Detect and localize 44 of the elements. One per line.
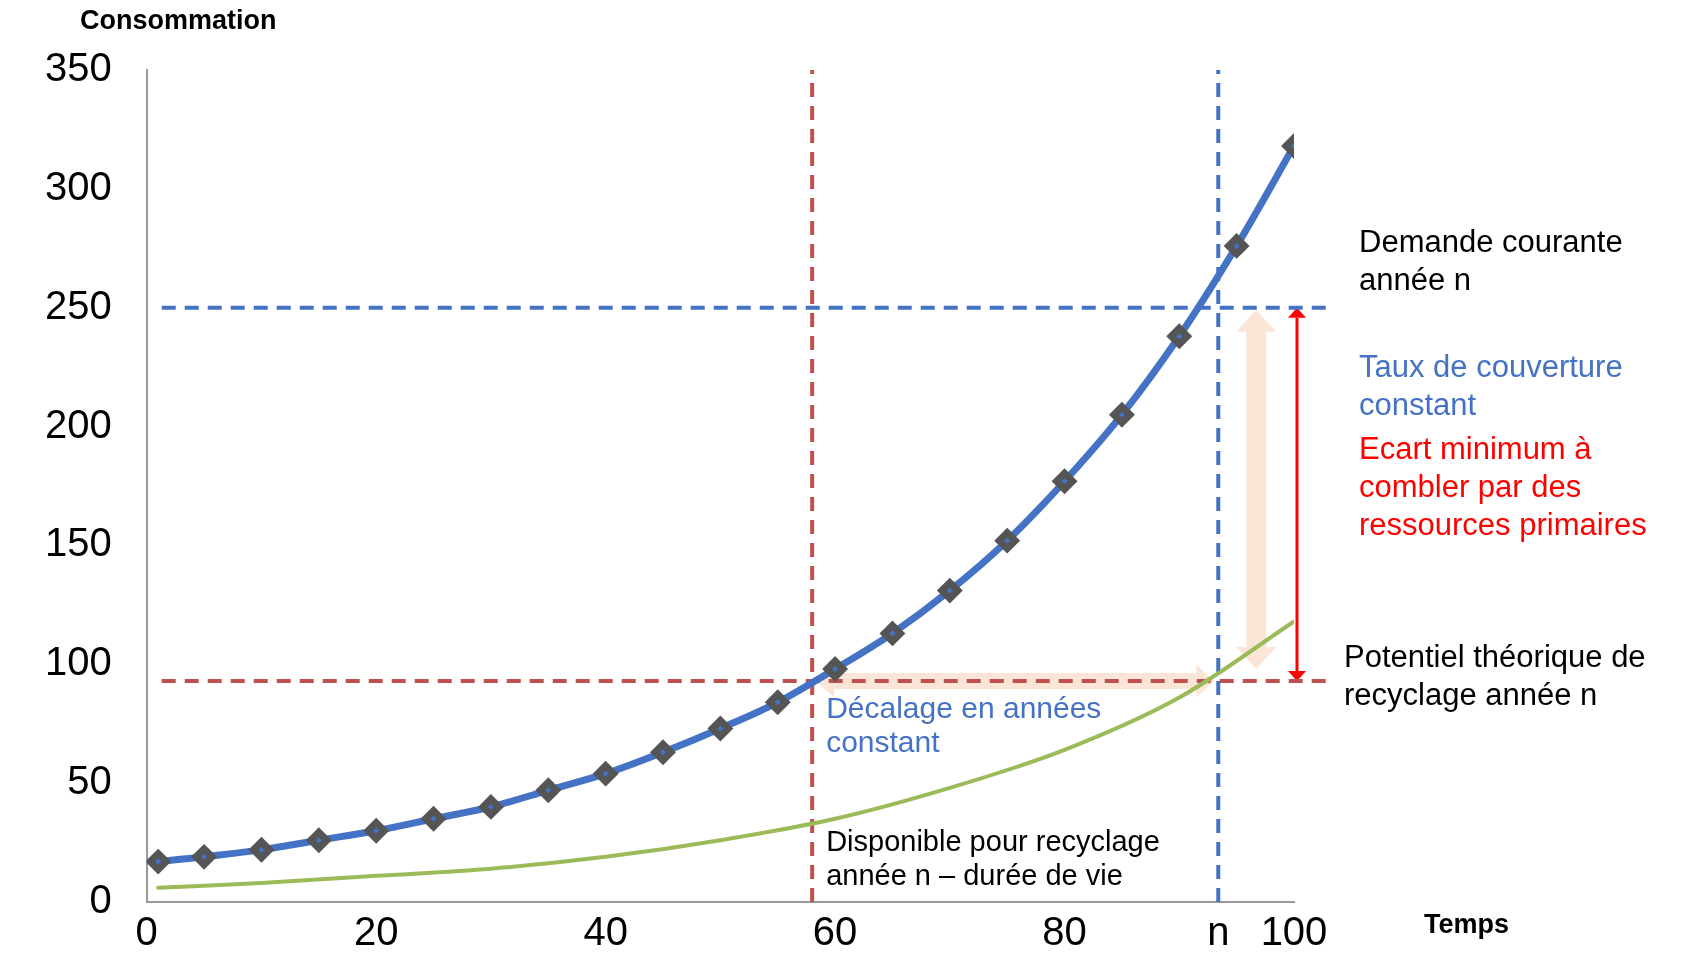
point (146, 850, 170, 874)
text: Taux de couverture constant (1359, 348, 1623, 422)
y-tick-label: 50 (67, 758, 112, 803)
x-tick-label: 100 (1260, 909, 1328, 954)
x-axis-title: Temps (1424, 908, 1510, 939)
y-tick-label: 300 (44, 163, 112, 208)
point (536, 778, 560, 802)
point (880, 621, 904, 645)
y-tick-label: 250 (44, 282, 112, 327)
point (651, 740, 675, 764)
line-series (156, 619, 1294, 890)
ref-line-label: Disponible pour recyclage année n – durée de vie (826, 824, 1160, 891)
point (364, 819, 388, 843)
point (422, 807, 446, 831)
point (708, 716, 732, 740)
point (307, 828, 331, 852)
point (594, 762, 618, 786)
x-tick-label: 60 (812, 909, 858, 954)
x-tick-label: n (1207, 909, 1230, 954)
ref-line-label: Demande courante année n (1359, 223, 1623, 297)
annotation: Décalage en années constant (826, 691, 1102, 759)
y-axis-title: Consommation (80, 4, 277, 35)
text: Ecart minimum à combler par des ressources primaires (1359, 430, 1647, 542)
point (192, 845, 216, 869)
y-tick-label: 0 (89, 877, 112, 922)
y-tick-label: 200 (44, 401, 112, 446)
y-tick-label: 100 (44, 639, 112, 684)
ref-line-label: Potentiel théorique de recyclage année n (1344, 638, 1646, 712)
point (249, 838, 273, 862)
x-tick-label: 20 (353, 909, 399, 954)
point (1053, 469, 1077, 493)
x-tick-label: 80 (1042, 909, 1087, 954)
point (479, 795, 503, 819)
point (995, 529, 1019, 553)
point (1167, 324, 1191, 348)
point (938, 579, 962, 603)
x-tick-label: 0 (135, 909, 158, 954)
x-tick-label: 40 (583, 909, 628, 954)
y-tick-label: 350 (44, 45, 112, 90)
point (766, 690, 790, 714)
point (1225, 234, 1249, 258)
point (1110, 403, 1134, 427)
point (823, 657, 847, 681)
y-tick-label: 150 (44, 520, 112, 565)
